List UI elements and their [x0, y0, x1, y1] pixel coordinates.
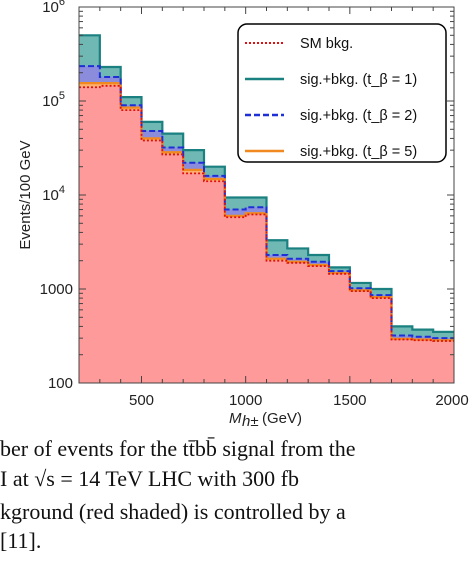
legend: SM bkg. sig.+bkg. (t_β = 1) sig.+bkg. (t_β…	[237, 23, 447, 163]
caption-line-4: [11].	[0, 528, 42, 553]
y-tick-exponent: 5	[59, 90, 65, 102]
y-tick-exponent: 6	[59, 0, 65, 8]
line-series-3	[79, 84, 454, 342]
line-series-2	[79, 65, 454, 340]
x-axis-label-symbol: M	[229, 410, 242, 427]
caption-line-1: ber of events for the tt̄bb̄ signal from…	[0, 436, 356, 461]
legend-label: sig.+bkg. (t_β = 2)	[300, 108, 417, 124]
y-tick-exponent: 4	[59, 184, 65, 196]
legend-box	[237, 23, 447, 163]
x-axis-label: M h± (GeV)	[229, 410, 302, 430]
plot-lines	[79, 34, 454, 342]
y-tick-label: 100	[48, 375, 73, 392]
y-tick-label: 106	[42, 0, 65, 16]
x-tick-label: 1000	[229, 392, 262, 409]
caption-line-3: kground (red shaded) is controlled by a	[0, 499, 346, 524]
legend-label: SM bkg.	[300, 36, 353, 52]
x-axis-label-subscript: h±	[242, 413, 259, 430]
y-axis-label: Events/100 GeV	[17, 140, 34, 249]
y-tick-label: 104	[42, 184, 65, 204]
x-tick-label: 2000	[435, 392, 468, 409]
legend-label: sig.+bkg. (t_β = 1)	[300, 72, 417, 88]
caption-line-2: I at √s = 14 TeV LHC with 300 fb	[0, 466, 299, 491]
y-tick-label: 1000	[40, 281, 73, 298]
y-tick-label: 105	[42, 90, 65, 110]
x-axis-label-unit: (GeV)	[262, 410, 302, 427]
legend-label: sig.+bkg. (t_β = 5)	[300, 144, 417, 160]
legend-items: SM bkg. sig.+bkg. (t_β = 1) sig.+bkg. (t_β…	[245, 36, 417, 160]
x-tick-label: 500	[129, 392, 154, 409]
x-tick-label: 1500	[333, 392, 366, 409]
